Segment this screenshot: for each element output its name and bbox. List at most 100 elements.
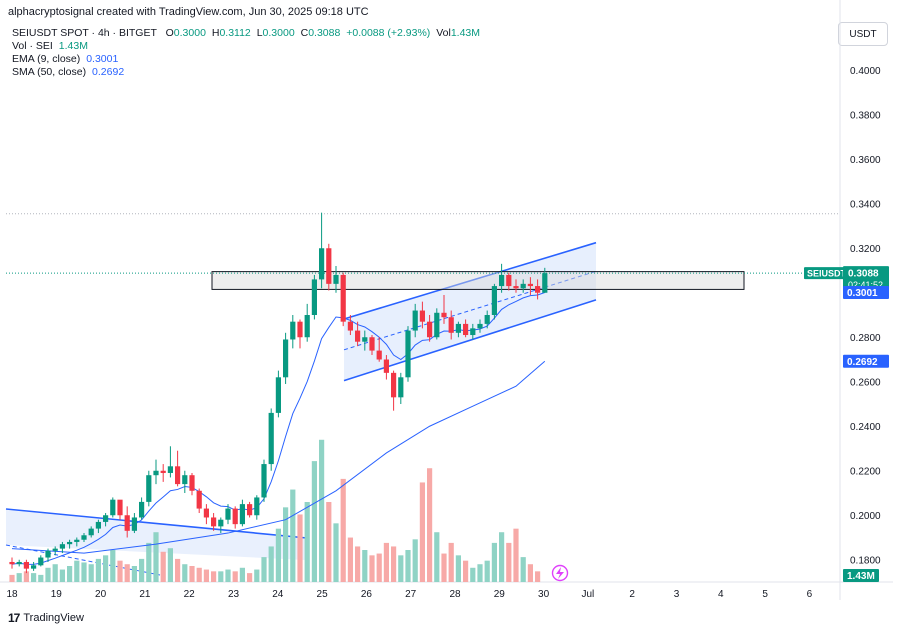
currency-button[interactable]: USDT	[838, 22, 888, 46]
x-tick-label: 21	[139, 589, 151, 600]
volume-bar	[261, 557, 267, 582]
volume-bar	[175, 558, 181, 582]
candle-body	[203, 508, 209, 518]
candle-body	[275, 377, 281, 413]
candle-body	[369, 337, 375, 351]
legend-volume-row[interactable]: Vol · SEI 1.43M	[12, 40, 480, 53]
volume-bar	[167, 548, 173, 582]
candle-body	[247, 504, 253, 516]
x-tick-label: 3	[674, 589, 680, 600]
candle-body	[153, 470, 159, 476]
candle-body	[110, 499, 116, 516]
legend-ema-value: 0.3001	[86, 53, 119, 65]
sma-badge-text: 0.2692	[847, 357, 878, 368]
tradingview-logo[interactable]: 17 TradingView	[8, 611, 84, 625]
candle-body	[520, 283, 526, 289]
volume-bar	[88, 564, 94, 582]
volume-bar	[311, 461, 317, 582]
legend-sma-row[interactable]: SMA (50, close) 0.2692	[12, 66, 480, 79]
candle-body	[182, 475, 188, 485]
volume-bar	[391, 546, 397, 582]
x-tick-label: 28	[449, 589, 461, 600]
candle-body	[535, 286, 541, 293]
y-tick-label: 0.3600	[850, 155, 881, 166]
candle-body	[448, 317, 454, 333]
legend-c-label: C	[300, 27, 309, 39]
y-tick-label: 0.1800	[850, 555, 881, 566]
volume-bar	[520, 557, 526, 582]
volume-bar	[434, 532, 440, 582]
volume-bar	[254, 569, 260, 582]
x-tick-label: 5	[762, 589, 768, 600]
volume-bar	[110, 550, 116, 582]
x-tick-label: 26	[361, 589, 373, 600]
volume-bar	[470, 567, 476, 582]
candle-body	[412, 310, 418, 331]
volume-bar	[31, 573, 37, 582]
candle-body	[491, 286, 497, 315]
volume-bar	[383, 542, 389, 582]
legend-symbol[interactable]: SEIUSDT SPOT · 4h · BITGET	[12, 27, 157, 39]
candle-body	[225, 508, 231, 520]
volume-bar	[419, 482, 425, 582]
volume-bar	[52, 564, 58, 582]
candle-body	[427, 321, 433, 338]
legend-h-value: 0.3112	[219, 27, 251, 39]
volume-bar	[477, 564, 483, 582]
resistance-zone-box	[211, 271, 745, 290]
candle-body	[542, 273, 548, 293]
legend-l-value: 0.3000	[262, 27, 295, 39]
candle-body	[239, 504, 245, 525]
legend-sma-label: SMA (50, close)	[12, 66, 87, 78]
candle-body	[117, 499, 123, 516]
legend-l-label: L	[256, 27, 263, 39]
volume-bar	[38, 574, 44, 582]
volume-bar	[369, 555, 375, 582]
candle-body	[463, 323, 469, 336]
candle-body	[189, 475, 195, 491]
volume-bar	[333, 523, 339, 582]
candle-body	[218, 519, 224, 527]
candle-body	[383, 359, 389, 373]
x-tick-label: 30	[538, 589, 550, 600]
candle-body	[304, 315, 310, 338]
x-tick-label: 29	[494, 589, 506, 600]
legend-symbol-row: SEIUSDT SPOT · 4h · BITGET O0.3000 H0.31…	[12, 27, 480, 40]
candle-body	[527, 283, 533, 287]
x-tick-label: 2	[629, 589, 635, 600]
candle-body	[38, 557, 44, 566]
x-tick-label: 4	[718, 589, 724, 600]
volume-bar	[319, 439, 325, 582]
volume-bar	[239, 567, 245, 582]
price-badge-text: 0.3088	[848, 269, 879, 280]
candle-body	[499, 274, 505, 287]
volume-bar	[412, 539, 418, 582]
volume-bar	[153, 532, 159, 582]
candle-body	[196, 490, 202, 509]
volume-badge-text: 1.43M	[847, 571, 875, 582]
ema-badge-bg	[843, 286, 889, 300]
volume-bar	[376, 553, 382, 582]
volume-bar	[146, 542, 152, 582]
candle-body	[131, 517, 137, 531]
legend-ema-row[interactable]: EMA (9, close) 0.3001	[12, 53, 480, 66]
legend-volume-label: Vol · SEI	[12, 40, 53, 52]
volume-bar	[398, 555, 404, 582]
candle-body	[103, 515, 109, 522]
channel-mid-line	[343, 270, 597, 351]
volume-bar	[355, 546, 361, 582]
volume-bar	[131, 566, 137, 582]
candle-body	[319, 248, 325, 280]
legend-vol-value: 1.43M	[450, 27, 481, 39]
y-tick-label: 0.2400	[850, 422, 881, 433]
volume-bar	[362, 550, 368, 582]
candle-body	[88, 528, 94, 536]
volume-bar	[160, 551, 166, 582]
symbol-badge-bg	[804, 267, 844, 280]
candle-body	[16, 561, 22, 565]
volume-bar	[405, 550, 411, 582]
volume-bar	[196, 567, 202, 582]
candle-body	[398, 377, 404, 398]
candle-body	[254, 497, 260, 516]
